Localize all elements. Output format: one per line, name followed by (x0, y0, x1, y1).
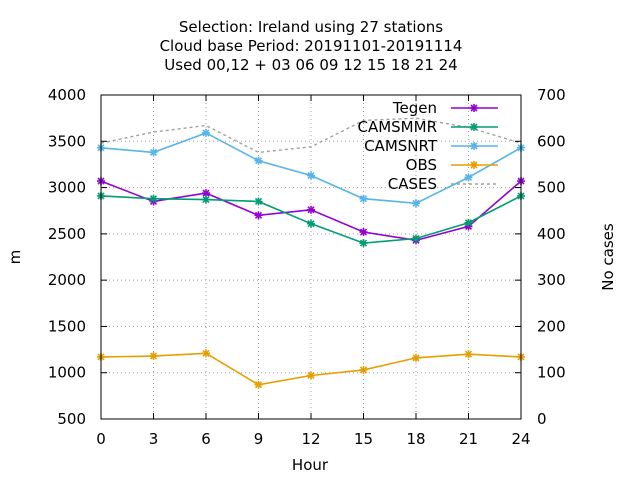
data-point-camsnrt (202, 128, 210, 137)
x-tick-label: 12 (301, 430, 320, 448)
legend-item-obs: OBS (406, 156, 498, 174)
data-point-camsmmr (412, 234, 420, 243)
plot-series (97, 117, 525, 389)
y2-tick-label: 300 (537, 271, 566, 289)
title-line-2: Cloud base Period: 20191101-20191114 (160, 37, 463, 55)
y-tick-label: 4000 (48, 86, 86, 104)
x-tick-label: 9 (254, 430, 264, 448)
legend-label: CAMSNRT (364, 137, 438, 155)
data-point-tegen (307, 205, 315, 214)
series-obs (97, 349, 525, 389)
legend-marker (470, 161, 478, 169)
x-tick-label: 0 (96, 430, 106, 448)
y-tick-label: 2000 (48, 271, 86, 289)
y2-tick-label: 400 (537, 225, 566, 243)
data-point-tegen (359, 228, 368, 237)
grid (101, 95, 521, 419)
y-tick-label: 1500 (48, 317, 86, 335)
series-cases (100, 117, 522, 154)
x-tick-label: 15 (354, 430, 373, 448)
data-point-obs (254, 380, 263, 389)
legend-marker (470, 123, 478, 131)
y2-tick-label: 100 (537, 364, 566, 382)
legend-item-camsnrt: CAMSNRT (364, 137, 498, 155)
chart-title: Selection: Ireland using 27 stations Clo… (160, 18, 463, 74)
data-point-obs (307, 371, 315, 380)
data-point-camsmmr (359, 239, 368, 248)
data-point-camsnrt (254, 156, 263, 165)
y2-tick-label: 600 (537, 132, 566, 150)
data-point-camsmmr (464, 218, 473, 227)
legend-item-camsmmr: CAMSMMR (357, 118, 498, 136)
y-tick-label: 1000 (48, 364, 86, 382)
x-tick-label: 21 (459, 430, 478, 448)
data-point-camsnrt (307, 171, 315, 180)
y2-axis-label: No cases (599, 223, 617, 291)
legend-label: CAMSMMR (357, 118, 437, 136)
data-point-tegen (254, 211, 263, 220)
legend-label: Tegen (392, 99, 437, 117)
tick-labels: 0 3 6 9 12 15 18 21 2450010001500200025003000350… (48, 86, 566, 448)
data-point-camsnrt (412, 199, 420, 208)
legend-label: CASES (388, 175, 437, 193)
y-tick-label: 500 (57, 410, 86, 428)
x-tick-label: 24 (511, 430, 530, 448)
data-point-camsmmr (149, 194, 158, 203)
y-tick-label: 3000 (48, 179, 86, 197)
y2-tick-label: 0 (537, 410, 547, 428)
axis-ticks (100, 94, 522, 420)
x-tick-label: 18 (406, 430, 425, 448)
y-tick-label: 2500 (48, 225, 86, 243)
series-line-cases (100, 117, 522, 154)
x-tick-label: 3 (149, 430, 159, 448)
y-axis-label: m (6, 250, 24, 265)
title-line-1: Selection: Ireland using 27 stations (179, 18, 443, 36)
data-point-obs (464, 350, 473, 359)
legend-item-cases: CASES (388, 175, 498, 193)
title-line-3: Used 00,12 + 03 06 09 12 15 18 21 24 (164, 56, 457, 74)
data-point-camsmmr (254, 197, 263, 206)
data-point-camsnrt (464, 173, 473, 182)
series-camsnrt (97, 128, 525, 208)
x-axis-label: Hour (292, 456, 329, 474)
legend-item-tegen: Tegen (392, 99, 498, 117)
y-tick-label: 3500 (48, 132, 86, 150)
data-point-camsnrt (359, 194, 368, 203)
legend-marker (470, 142, 478, 150)
data-point-camsmmr (307, 219, 315, 228)
data-point-camsmmr (202, 195, 210, 204)
data-point-obs (149, 352, 158, 361)
x-tick-label: 6 (201, 430, 211, 448)
data-point-obs (202, 349, 210, 358)
data-point-obs (359, 365, 368, 374)
legend-label: OBS (406, 156, 437, 174)
data-point-camsnrt (149, 148, 158, 157)
y2-tick-label: 500 (537, 179, 566, 197)
legend-marker (470, 104, 478, 112)
y2-tick-label: 200 (537, 317, 566, 335)
series-line-obs (100, 352, 522, 386)
y2-tick-label: 700 (537, 86, 566, 104)
data-point-obs (412, 353, 420, 362)
